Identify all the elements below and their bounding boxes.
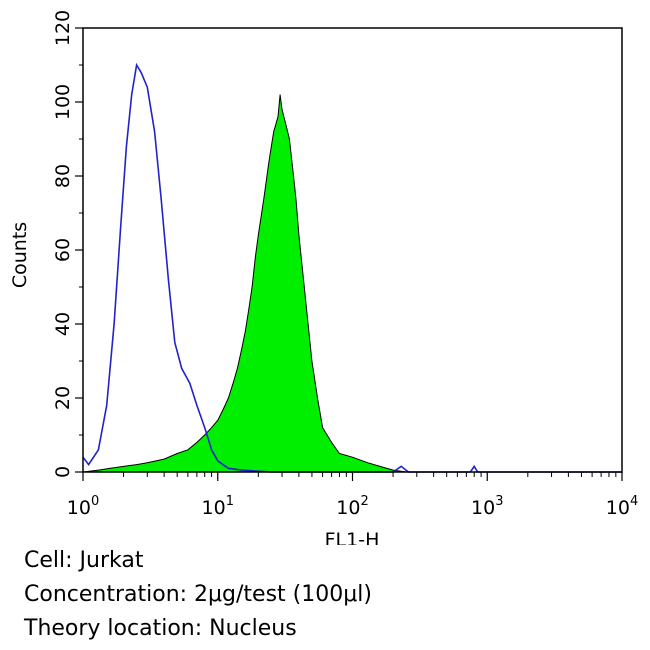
- x-tick-label: 102: [336, 494, 368, 519]
- caption-theory-location: Theory location: Nucleus: [24, 616, 297, 641]
- y-tick-label: 80: [52, 164, 74, 188]
- y-tick-label: 100: [52, 84, 74, 120]
- x-axis-title: FL1-H: [325, 529, 380, 545]
- x-axis-ticks: 100 101 102 103 104: [67, 472, 638, 519]
- caption-cell: Cell: Jurkat: [24, 548, 144, 573]
- y-axis-ticks: 0 20 40 60 80 100 120: [52, 10, 83, 478]
- series-layer: [82, 62, 622, 473]
- series-filled-area: [82, 94, 622, 473]
- y-tick-label: 120: [52, 10, 74, 46]
- plot-frame: [82, 27, 623, 473]
- y-tick-label: 60: [52, 238, 74, 262]
- x-tick-label: 100: [67, 494, 99, 519]
- x-tick-label: 101: [202, 494, 234, 519]
- series-outline-line: [82, 62, 622, 473]
- caption-concentration: Concentration: 2μg/test (100μl): [24, 582, 372, 607]
- y-axis-title: Counts: [9, 222, 31, 288]
- y-tick-label: 40: [52, 312, 74, 336]
- y-tick-label: 0: [52, 466, 74, 478]
- y-tick-label: 20: [52, 386, 74, 410]
- histogram-chart: 100 101 102 103 104 0 20 40 60 80 100 120 FL1-H Co…: [9, 10, 638, 545]
- x-tick-label: 104: [606, 494, 638, 519]
- x-tick-label: 103: [471, 494, 503, 519]
